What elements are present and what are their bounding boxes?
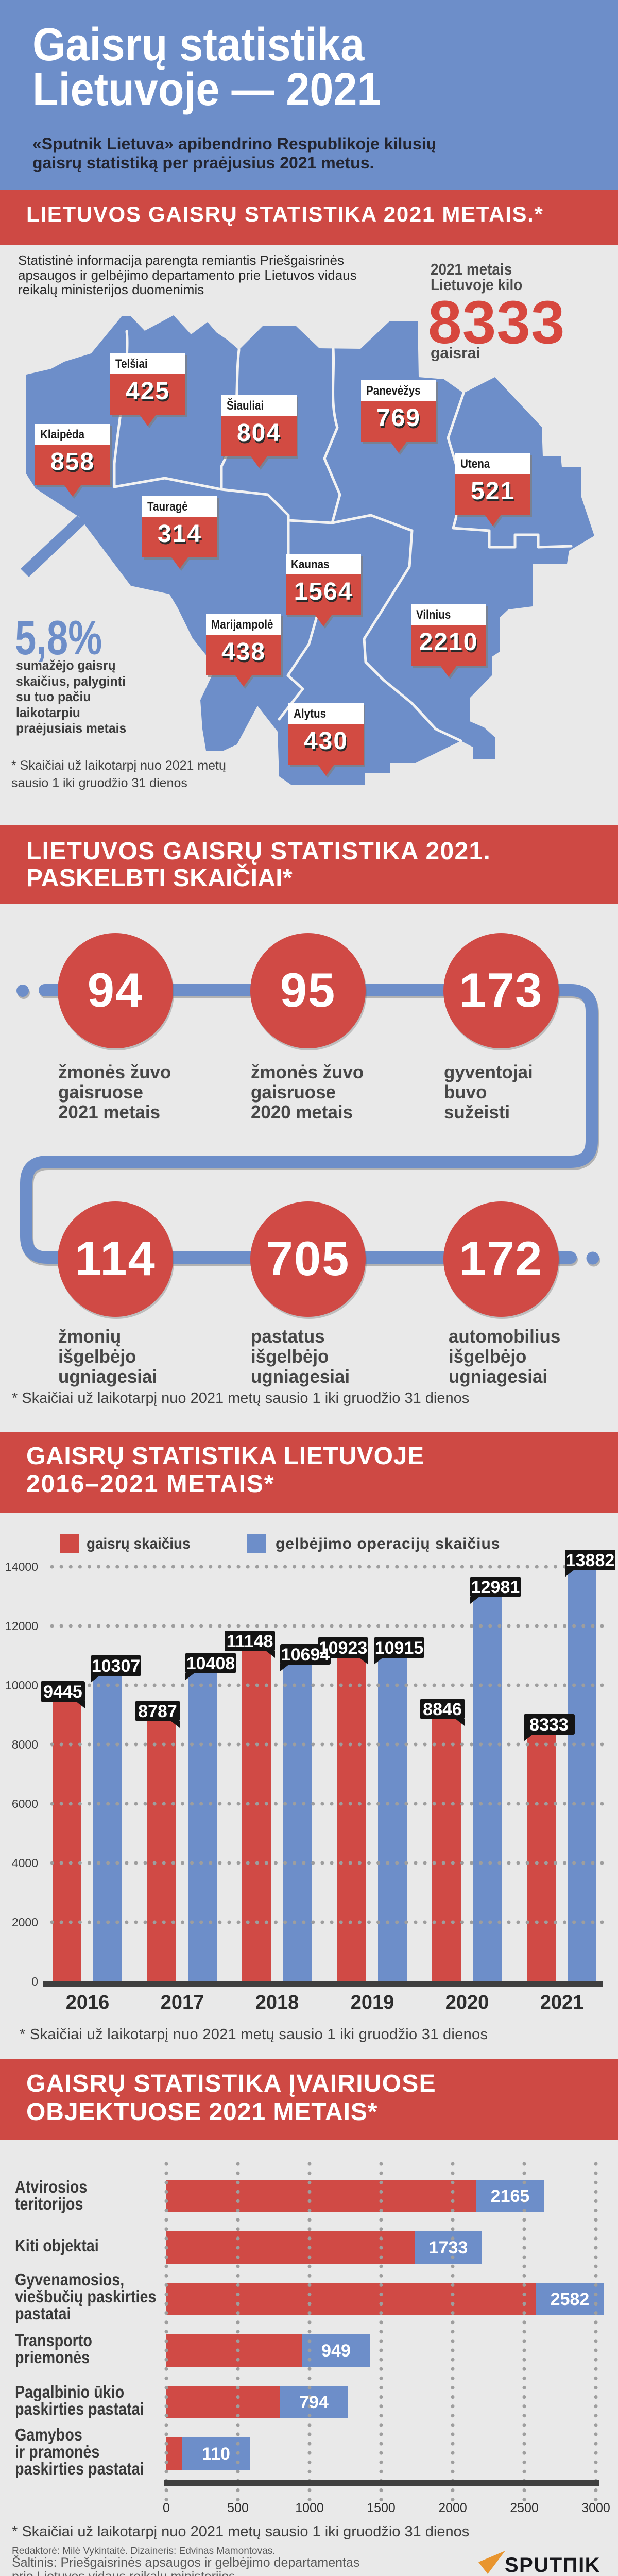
svg-text:SPUTΠIK: SPUTΠIK: [505, 2554, 600, 2576]
svg-text:10923: 10923: [319, 1638, 368, 1658]
svg-text:12981: 12981: [471, 1578, 520, 1597]
svg-text:8846: 8846: [423, 1700, 462, 1719]
svg-text:8333: 8333: [529, 1715, 569, 1735]
svg-text:8787: 8787: [138, 1702, 177, 1721]
svg-text:11148: 11148: [227, 1632, 273, 1651]
svg-text:10408: 10408: [186, 1654, 235, 1673]
svg-text:10915: 10915: [375, 1638, 424, 1658]
svg-text:9445: 9445: [43, 1682, 82, 1702]
svg-text:10694: 10694: [281, 1645, 330, 1665]
svg-text:13882: 13882: [566, 1551, 615, 1570]
svg-text:10307: 10307: [92, 1656, 141, 1676]
